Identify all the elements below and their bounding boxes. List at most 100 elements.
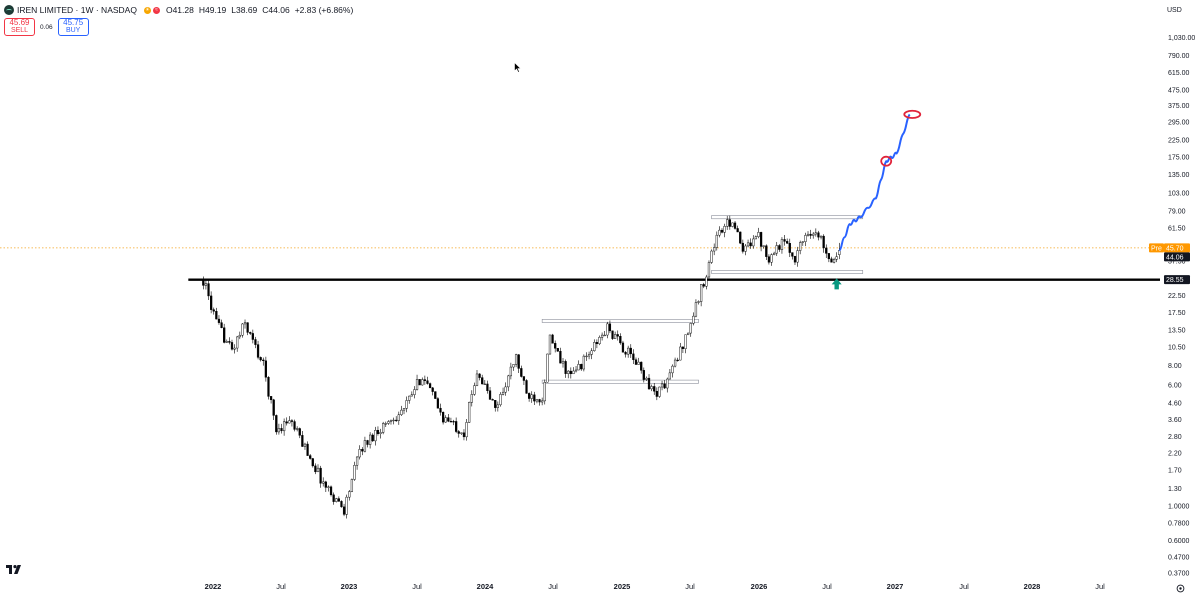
range-2-bottom[interactable] [711, 270, 864, 274]
candle [296, 426, 299, 432]
candle [640, 361, 643, 374]
candle [285, 417, 288, 426]
settings-icon[interactable] [1176, 584, 1185, 593]
candle [210, 291, 213, 314]
pre-price-badge: 45.70 [1164, 243, 1190, 253]
candle [277, 423, 281, 435]
time-tick-label: 2022 [205, 582, 222, 591]
candle [582, 354, 585, 372]
candle [520, 365, 523, 378]
candle [319, 465, 322, 488]
candle [415, 374, 419, 391]
candle [759, 231, 763, 252]
candle [806, 231, 810, 237]
buy-button[interactable]: 45.75 BUY [57, 18, 89, 36]
candle [371, 433, 374, 442]
candle [246, 322, 249, 336]
candle [676, 357, 679, 362]
candle [269, 396, 273, 404]
candle [739, 231, 742, 245]
currency-selector[interactable]: USD [1167, 6, 1182, 14]
candle [593, 339, 596, 352]
candle [567, 370, 570, 379]
arrow-up-icon[interactable] [831, 278, 842, 290]
time-tick-label: 2025 [614, 582, 631, 591]
candle [548, 334, 552, 355]
candle [535, 399, 539, 404]
candle [410, 391, 413, 397]
cursor-icon [514, 62, 522, 73]
candle [348, 490, 351, 501]
svg-text:Pre: Pre [1151, 245, 1162, 252]
candle [363, 436, 367, 453]
candle [564, 359, 567, 378]
tradingview-logo-icon[interactable] [6, 565, 24, 575]
price-tick-label: 10.50 [1168, 345, 1186, 352]
candle [293, 419, 296, 432]
candle [767, 254, 771, 265]
candle [316, 464, 320, 473]
candle [486, 380, 489, 394]
target-circle[interactable] [903, 109, 922, 119]
candle [835, 252, 838, 263]
candle [543, 379, 546, 405]
candle [392, 417, 395, 425]
candle [746, 239, 750, 248]
candle [778, 244, 781, 252]
candle [431, 386, 434, 396]
range-1-top[interactable] [541, 319, 699, 323]
candle [710, 249, 713, 264]
candle [236, 335, 239, 352]
price-tick-label: 1.30 [1168, 486, 1182, 493]
candle [452, 419, 455, 426]
candle [275, 414, 278, 435]
candle [574, 366, 578, 373]
candle [655, 387, 658, 401]
candle [483, 379, 486, 385]
time-axis: 2022 Jul 2023 Jul 2024 Jul 2025 Jul 2026 Jul 2027 J… [205, 582, 1105, 591]
candle [713, 243, 716, 256]
data-status-icon[interactable]: ≈ [152, 6, 160, 14]
candle [786, 238, 789, 245]
symbol-title[interactable]: IREN LIMITED · 1W · NASDAQ [17, 5, 137, 15]
change-value: +2.83 (+6.86%) [294, 5, 354, 15]
candle [254, 336, 257, 349]
candle [387, 420, 390, 425]
time-tick-label: 2023 [341, 582, 358, 591]
candle [499, 392, 502, 407]
candle [621, 340, 625, 353]
symbol-logo-icon[interactable] [4, 5, 14, 15]
candle [700, 284, 703, 307]
sell-button[interactable]: 45.69 SELL [4, 18, 35, 36]
candle [212, 307, 215, 315]
candle [645, 376, 648, 381]
candle [311, 457, 314, 468]
target-circle[interactable] [880, 155, 893, 167]
range-2-top[interactable] [711, 215, 864, 220]
candle [629, 344, 632, 358]
price-tick-label: 8.00 [1168, 363, 1182, 370]
projection-path[interactable] [838, 113, 911, 252]
candle [421, 377, 424, 386]
candle [288, 416, 291, 424]
candle [501, 387, 505, 396]
ohlc-values: O41.28 H49.19 L38.69 C44.06 +2.83 (+6.86… [166, 5, 353, 15]
price-tick-label: 103.00 [1168, 191, 1190, 198]
candle [666, 377, 669, 393]
candle [382, 421, 385, 435]
market-status-icon[interactable]: ☀ [143, 6, 151, 14]
candle [647, 374, 651, 390]
candle [744, 244, 747, 256]
price-tick-label: 4.60 [1168, 400, 1182, 407]
candle [447, 414, 450, 423]
candle [369, 432, 372, 449]
range-1-bottom[interactable] [541, 379, 699, 384]
candle [439, 403, 442, 416]
price-axis: 1,030.00 790.00 615.00 475.00 375.00 295.00 22… [1149, 35, 1195, 578]
candle [804, 232, 807, 247]
candle [614, 331, 617, 339]
price-tick-label: 0.7800 [1168, 520, 1190, 527]
price-tick-label: 175.00 [1168, 155, 1190, 162]
time-tick-label: Jul [1095, 582, 1105, 591]
